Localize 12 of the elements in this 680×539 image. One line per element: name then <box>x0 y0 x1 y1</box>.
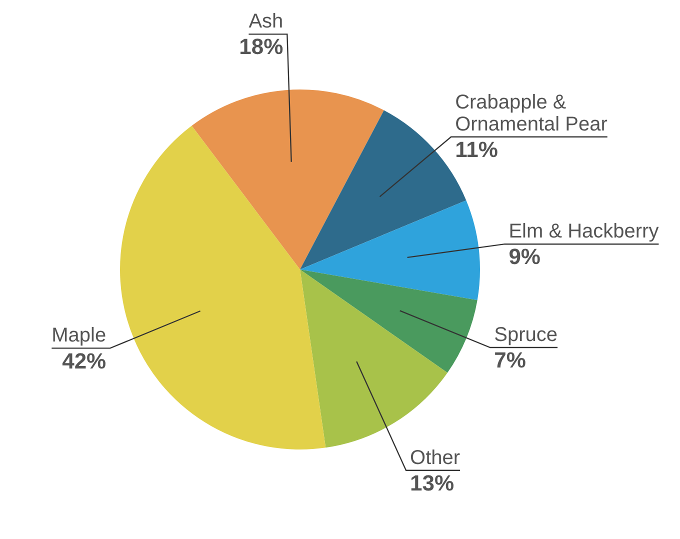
slice-label: Elm & Hackberry <box>508 220 659 243</box>
data-label: 42% <box>62 348 106 374</box>
slice-label: Ash <box>248 10 284 33</box>
slice-label: Maple <box>52 324 106 347</box>
data-label: 11% <box>455 136 498 162</box>
data-label: 7% <box>494 348 526 373</box>
slice-label: Spruce <box>494 324 558 346</box>
data-label: 9% <box>508 244 540 270</box>
slice-label: Crabapple & Ornamental Pear <box>455 91 608 136</box>
data-label: 18% <box>239 34 284 60</box>
data-label: 13% <box>410 470 454 496</box>
slice-label: Other <box>410 446 460 469</box>
